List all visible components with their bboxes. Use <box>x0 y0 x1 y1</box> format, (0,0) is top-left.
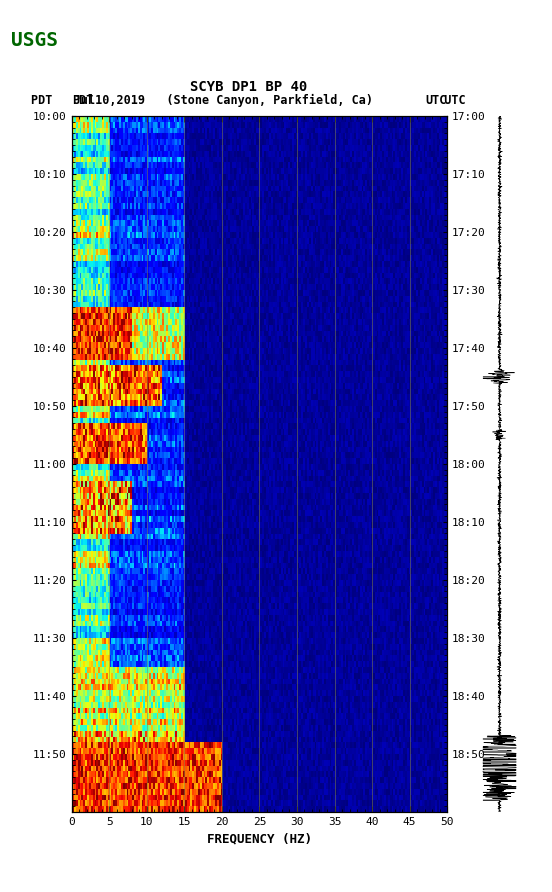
Text: PDT: PDT <box>72 94 93 107</box>
Text: PDT   Jul10,2019   (Stone Canyon, Parkfield, Ca)          UTC: PDT Jul10,2019 (Stone Canyon, Parkfield,… <box>31 94 466 107</box>
X-axis label: FREQUENCY (HZ): FREQUENCY (HZ) <box>207 832 312 845</box>
Text: SCYB DP1 BP 40: SCYB DP1 BP 40 <box>190 79 307 94</box>
Text: USGS: USGS <box>11 31 58 50</box>
Text: UTC: UTC <box>426 94 447 107</box>
